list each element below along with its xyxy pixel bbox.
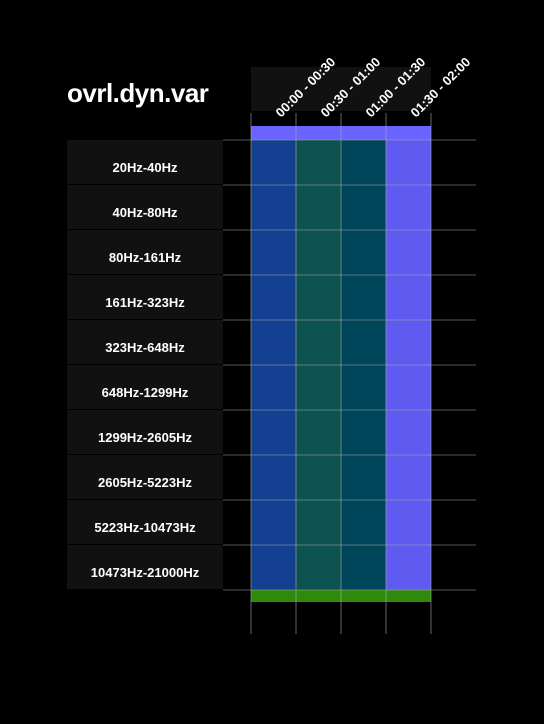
heatmap-cell [341,320,386,365]
heatmap-cell [251,545,296,590]
row-label: 10473Hz-21000Hz [91,565,200,580]
heatmap-cell [296,455,341,500]
row-label-background [67,410,223,454]
heatmap-cell [251,140,296,185]
heatmap-cell [386,185,431,230]
row-label: 648Hz-1299Hz [102,385,189,400]
heatmap-cell [341,140,386,185]
row-label-background [67,545,223,589]
heatmap-cell [296,185,341,230]
heatmap-cell [251,185,296,230]
row-label-background [67,230,223,274]
heatmap-cell [341,455,386,500]
row-label: 80Hz-161Hz [109,250,182,265]
chart-title: ovrl.dyn.var [67,78,209,108]
heatmap-cell [251,275,296,320]
heatmap-cell [341,230,386,275]
heatmap-cell [296,320,341,365]
row-label: 323Hz-648Hz [105,340,185,355]
heatmap-cell [386,140,431,185]
row-label-background [67,275,223,319]
heatmap-cell [296,500,341,545]
row-label: 20Hz-40Hz [112,160,178,175]
heatmap-cell [341,410,386,455]
heatmap-cell [251,500,296,545]
heatmap-cell [296,230,341,275]
row-label-background [67,455,223,499]
heatmap-cell [386,500,431,545]
heatmap-cell [386,410,431,455]
row-label-background [67,185,223,229]
row-label-background [67,500,223,544]
row-label-background [67,320,223,364]
heatmap-cell [296,140,341,185]
heatmap-cell [251,320,296,365]
heatmap-cell [251,230,296,275]
heatmap-cell [341,185,386,230]
heatmap-cell [386,275,431,320]
heatmap-cell [251,410,296,455]
heatmap-cell [296,365,341,410]
heatmap-cell [296,410,341,455]
row-label: 5223Hz-10473Hz [94,520,196,535]
row-label-background [67,365,223,409]
heatmap-cell [341,275,386,320]
heatmap-cell [386,545,431,590]
row-label: 161Hz-323Hz [105,295,185,310]
heatmap-cell [341,500,386,545]
heatmap-cell [251,365,296,410]
column-header-background [251,67,431,111]
heatmap-cell [386,230,431,275]
row-label: 1299Hz-2605Hz [98,430,192,445]
row-label: 40Hz-80Hz [112,205,178,220]
heatmap-cell [386,365,431,410]
heatmap-cell [386,320,431,365]
heatmap-cell [341,545,386,590]
row-label-background [67,140,223,184]
heatmap-cell [296,275,341,320]
row-label: 2605Hz-5223Hz [98,475,192,490]
heatmap-cell [251,455,296,500]
heatmap-cell [341,365,386,410]
heatmap-cell [296,545,341,590]
heatmap-cell [386,455,431,500]
